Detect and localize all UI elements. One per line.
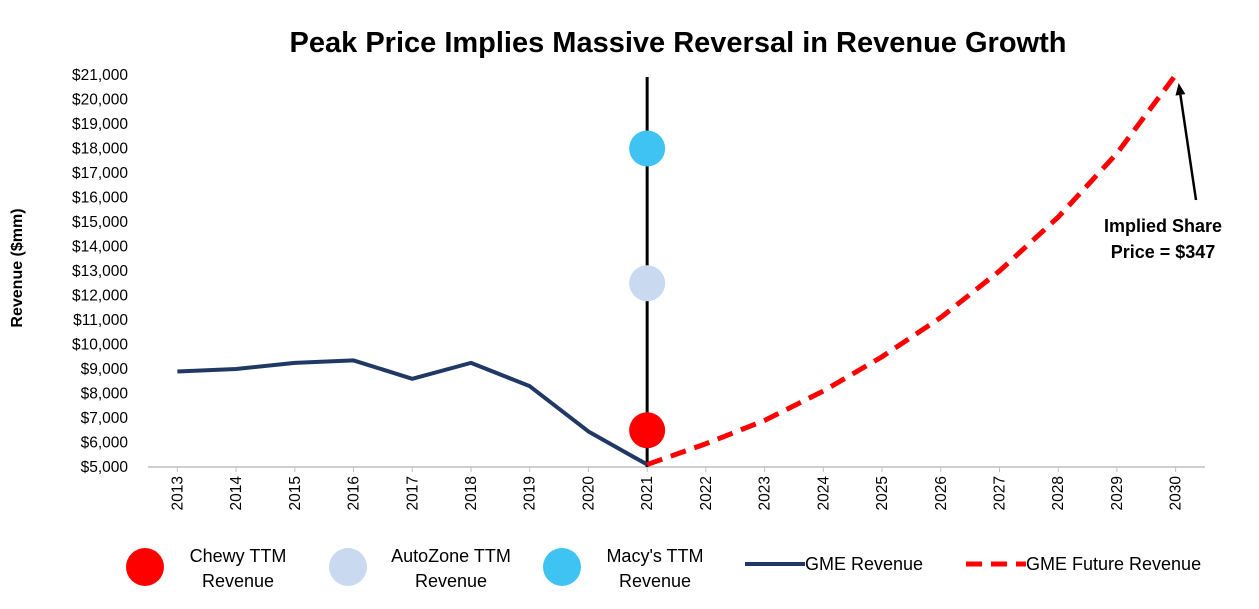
y-tick-label: $14,000 — [72, 239, 128, 256]
x-tick-label: 2026 — [933, 476, 950, 510]
series-line-gme-revenue — [177, 358, 649, 467]
x-tick-label: 2015 — [287, 476, 304, 510]
x-tick-label: 2017 — [404, 476, 421, 510]
legend-label-chewy-ttm-revenue-line-2: Revenue — [202, 571, 274, 591]
x-tick-label: 2023 — [757, 476, 774, 510]
y-tick-label: $13,000 — [72, 263, 128, 280]
annotation-arrowhead — [1175, 83, 1186, 96]
y-axis-ticks: $5,000 $6,000 $7,000 $8,000 $9,000 $10,000 $11… — [72, 67, 128, 476]
y-tick-label: $10,000 — [72, 337, 128, 354]
x-tick-label: 2013 — [169, 476, 186, 510]
y-tick-label: $18,000 — [72, 141, 128, 158]
legend-marker-autozone-ttm-revenue — [329, 548, 367, 586]
y-tick-label: $20,000 — [72, 92, 128, 109]
x-tick-label: 2027 — [991, 476, 1008, 510]
annotation-line-2: Price = $347 — [1111, 242, 1216, 262]
point-macy-s-ttm-revenue — [629, 130, 666, 167]
x-tick-label: 2025 — [874, 476, 891, 510]
chart-title: Peak Price Implies Massive Reversal in R… — [290, 27, 1067, 59]
legend-label-macy-s-ttm-revenue-line-1: Macy's TTM — [606, 546, 703, 566]
x-tick-label: 2014 — [228, 476, 245, 511]
y-tick-label: $8,000 — [81, 386, 129, 403]
series-group — [177, 73, 1178, 467]
x-tick-label: 2029 — [1109, 476, 1126, 510]
legend-label-chewy-ttm-revenue-line-1: Chewy TTM — [190, 546, 287, 566]
legend-marker-chewy-ttm-revenue — [126, 548, 164, 586]
x-tick-label: 2019 — [522, 476, 539, 510]
y-tick-label: $7,000 — [81, 410, 129, 427]
x-tick-label: 2018 — [463, 476, 480, 510]
y-tick-label: $21,000 — [72, 67, 128, 84]
y-tick-label: $9,000 — [81, 361, 129, 378]
annotation-line-1: Implied Share — [1104, 216, 1222, 236]
y-tick-label: $5,000 — [81, 459, 129, 476]
legend-label-autozone-ttm-revenue-line-1: AutoZone TTM — [391, 546, 511, 566]
points-group — [629, 130, 666, 449]
x-tick-label: 2016 — [346, 476, 363, 510]
x-tick-label: 2022 — [698, 476, 715, 510]
point-autozone-ttm-revenue — [629, 265, 666, 302]
annotation-group: Implied Share Price = $347 — [1104, 83, 1222, 262]
y-tick-label: $17,000 — [72, 165, 128, 182]
x-tick-label: 2020 — [580, 476, 597, 511]
legend-label-gme-future-revenue: GME Future Revenue — [1026, 554, 1201, 574]
y-tick-label: $6,000 — [81, 435, 129, 452]
point-chewy-ttm-revenue — [629, 412, 666, 449]
legend-label-gme-revenue: GME Revenue — [805, 554, 923, 574]
x-tick-label: 2028 — [1050, 476, 1067, 510]
y-axis-label: Revenue ($mm) — [9, 208, 26, 327]
x-tick-label: 2030 — [1168, 476, 1185, 511]
y-tick-label: $12,000 — [72, 288, 128, 305]
y-tick-label: $19,000 — [72, 116, 128, 133]
series-line-gme-future-revenue — [646, 73, 1178, 467]
legend: Chewy TTM Revenue AutoZone TTM Revenue Macy'… — [126, 546, 1201, 591]
y-tick-label: $15,000 — [72, 214, 128, 231]
legend-label-autozone-ttm-revenue-line-2: Revenue — [415, 571, 487, 591]
legend-marker-macy-s-ttm-revenue — [543, 548, 581, 586]
x-tick-label: 2024 — [815, 476, 832, 511]
x-tick-label: 2021 — [639, 476, 656, 510]
x-axis-ticks: 2013 2014 2015 2016 2017 2018 2019 2020 2021 2022… — [169, 467, 1185, 511]
legend-label-macy-s-ttm-revenue-line-2: Revenue — [619, 571, 691, 591]
y-tick-label: $16,000 — [72, 190, 128, 207]
annotation-arrow — [1179, 94, 1198, 201]
y-tick-label: $11,000 — [73, 312, 128, 329]
